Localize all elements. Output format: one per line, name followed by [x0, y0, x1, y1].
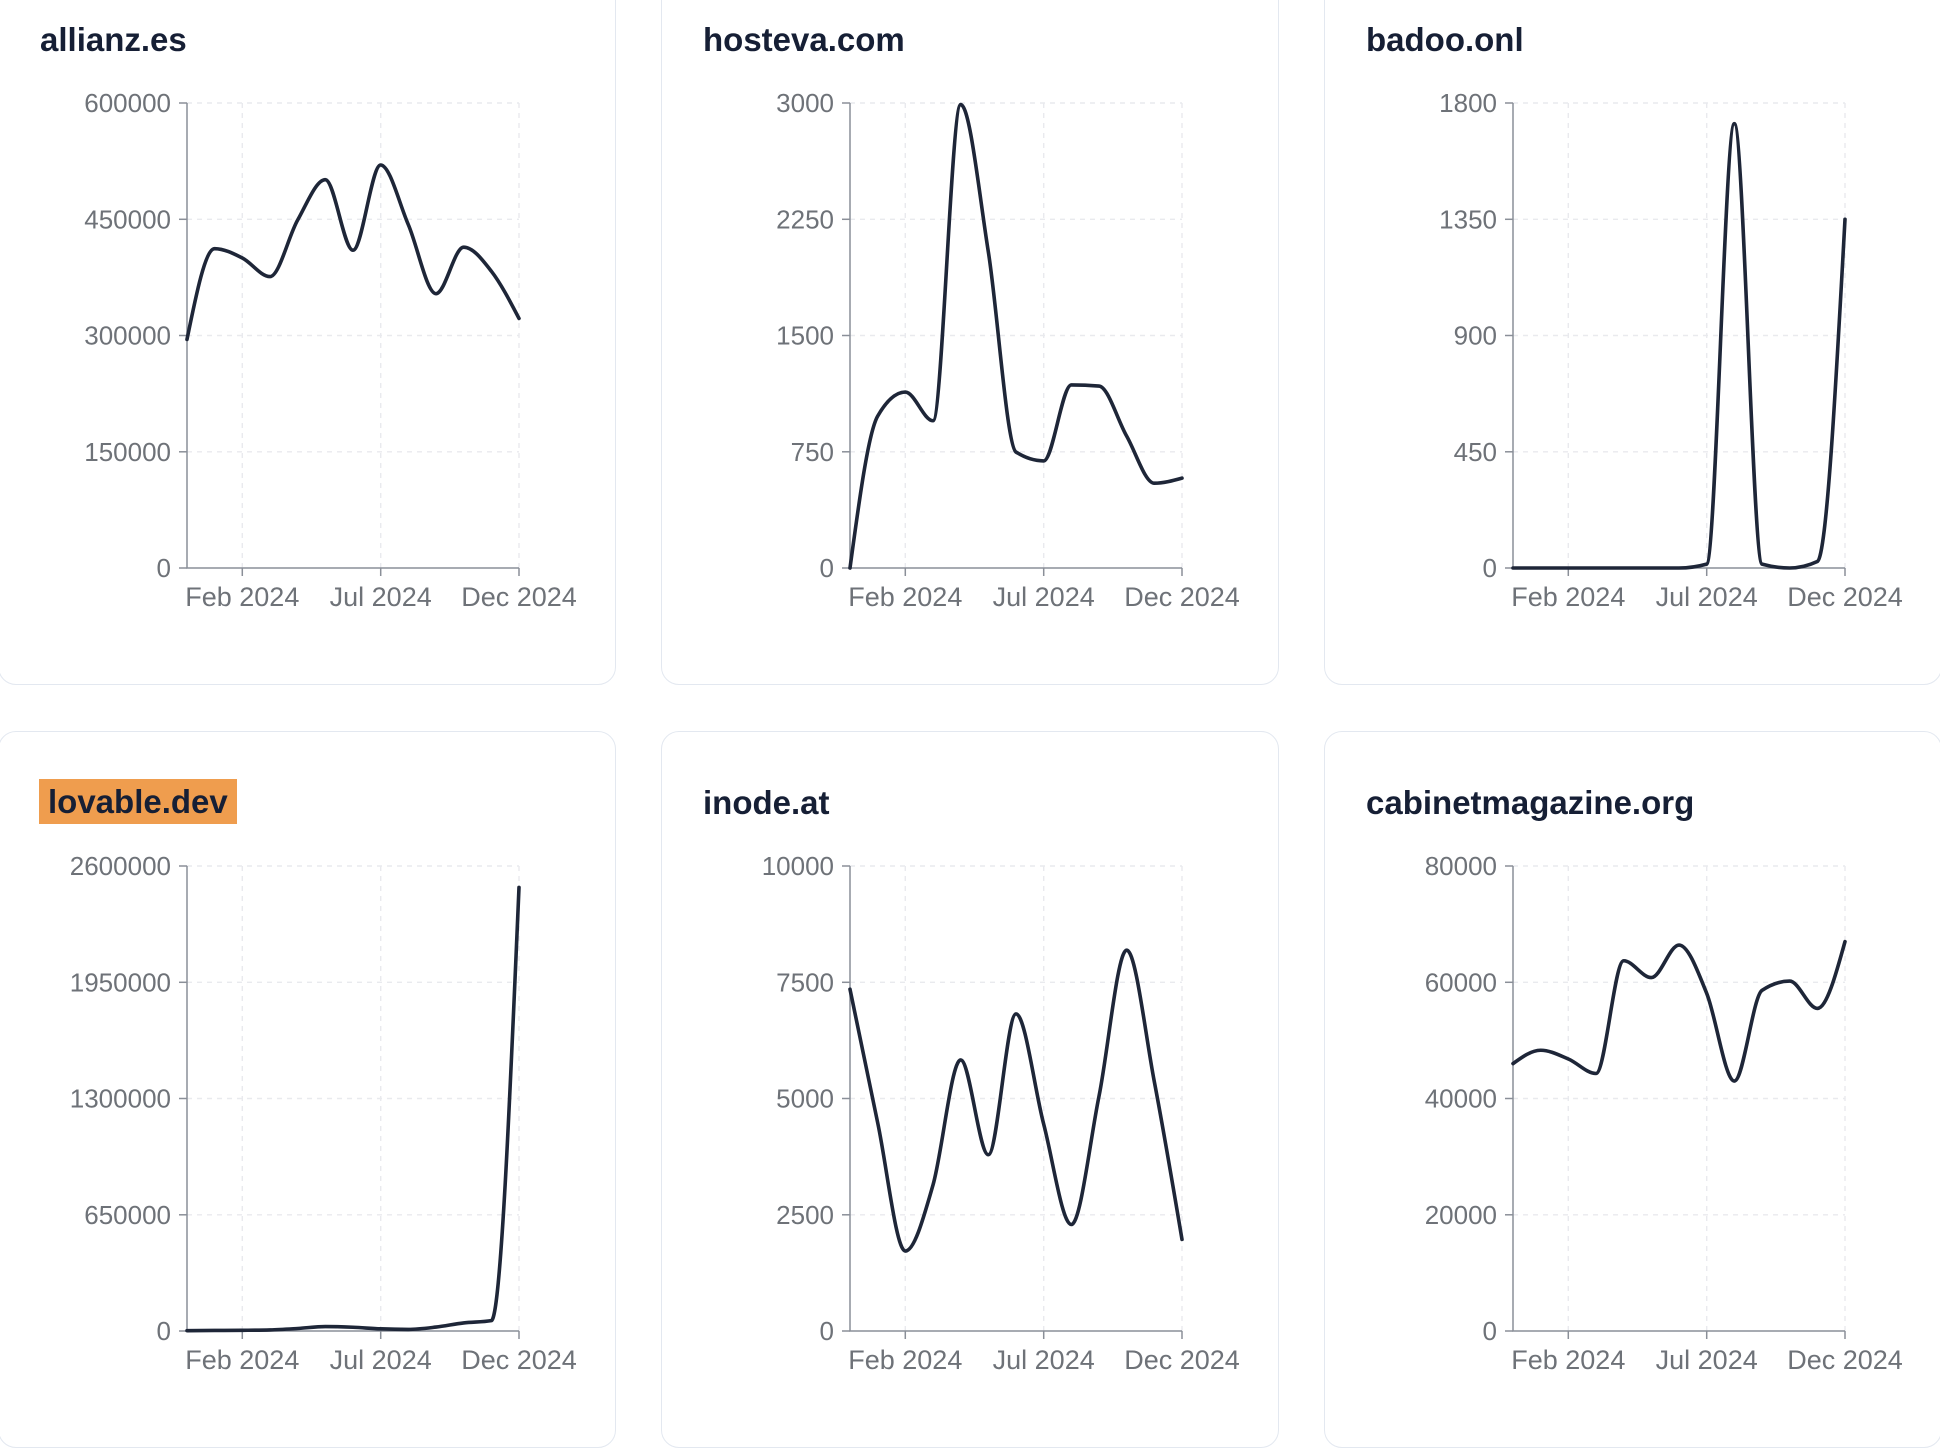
svg-text:Jul 2024: Jul 2024: [993, 1345, 1095, 1375]
svg-text:0: 0: [820, 1316, 834, 1346]
traffic-line-chart: 0 750 1500 2250 3000 Feb 2024 Jul 2024 Dec 2024: [662, 0, 1278, 684]
svg-text:150000: 150000: [84, 437, 171, 467]
domain-card[interactable]: badoo.onl 0 450 900 1350 1800 Feb 2024 Jul 202…: [1324, 0, 1940, 685]
traffic-line-chart: 0 450 900 1350 1800 Feb 2024 Jul 2024 Dec 2024: [1325, 0, 1940, 684]
svg-text:Dec 2024: Dec 2024: [1124, 582, 1240, 612]
svg-text:450000: 450000: [84, 204, 171, 234]
svg-text:2500: 2500: [776, 1200, 834, 1230]
svg-text:1950000: 1950000: [70, 967, 171, 997]
svg-text:80000: 80000: [1425, 851, 1497, 881]
svg-text:Feb 2024: Feb 2024: [185, 1345, 299, 1375]
traffic-line-chart: 0 20000 40000 60000 80000 Feb 2024 Jul 2024 Dec…: [1325, 732, 1940, 1447]
traffic-line-chart: 0 150000 300000 450000 600000 Feb 2024 Jul 202…: [0, 0, 615, 684]
domain-card[interactable]: allianz.es 0 150000 300000 450000 600000 Feb …: [0, 0, 616, 685]
svg-text:2250: 2250: [776, 204, 834, 234]
svg-text:3000: 3000: [776, 88, 834, 118]
domain-title: badoo.onl: [1366, 21, 1524, 58]
svg-text:Feb 2024: Feb 2024: [848, 582, 962, 612]
svg-text:0: 0: [1483, 1316, 1497, 1346]
svg-text:0: 0: [1483, 553, 1497, 583]
svg-text:600000: 600000: [84, 88, 171, 118]
svg-text:1350: 1350: [1439, 204, 1497, 234]
svg-text:Jul 2024: Jul 2024: [330, 1345, 432, 1375]
traffic-line-chart: 0 2500 5000 7500 10000 Feb 2024 Jul 2024 Dec 20…: [662, 732, 1278, 1447]
domain-card[interactable]: hosteva.com 0 750 1500 2250 3000 Feb 2024 Jul …: [661, 0, 1279, 685]
svg-text:1800: 1800: [1439, 88, 1497, 118]
svg-text:300000: 300000: [84, 321, 171, 351]
traffic-line-chart: 0 650000 1300000 1950000 2600000 Feb 2024 Jul …: [0, 732, 615, 1447]
svg-text:0: 0: [820, 553, 834, 583]
svg-text:0: 0: [157, 553, 171, 583]
svg-text:Dec 2024: Dec 2024: [1787, 582, 1903, 612]
svg-text:Feb 2024: Feb 2024: [1511, 1345, 1625, 1375]
svg-text:450: 450: [1454, 437, 1497, 467]
svg-text:0: 0: [157, 1316, 171, 1346]
svg-text:10000: 10000: [762, 851, 834, 881]
domain-title: cabinetmagazine.org: [1366, 784, 1695, 821]
svg-text:Dec 2024: Dec 2024: [1124, 1345, 1240, 1375]
svg-text:Dec 2024: Dec 2024: [461, 582, 577, 612]
svg-text:Feb 2024: Feb 2024: [1511, 582, 1625, 612]
domain-card[interactable]: inode.at 0 2500 5000 7500 10000 Feb 2024 Jul 2…: [661, 731, 1279, 1448]
svg-text:Jul 2024: Jul 2024: [993, 582, 1095, 612]
svg-text:1300000: 1300000: [70, 1084, 171, 1114]
domain-title: hosteva.com: [703, 21, 905, 58]
svg-text:40000: 40000: [1425, 1084, 1497, 1114]
svg-text:1500: 1500: [776, 321, 834, 351]
svg-text:650000: 650000: [84, 1200, 171, 1230]
svg-text:Jul 2024: Jul 2024: [1656, 1345, 1758, 1375]
domain-title: inode.at: [703, 784, 830, 821]
svg-text:20000: 20000: [1425, 1200, 1497, 1230]
domain-card[interactable]: lovable.dev 0 650000 1300000 1950000 2600000…: [0, 731, 616, 1448]
svg-text:Dec 2024: Dec 2024: [461, 1345, 577, 1375]
domain-title: allianz.es: [40, 21, 187, 58]
domain-title-highlighted: lovable.dev: [39, 779, 237, 825]
svg-text:7500: 7500: [776, 967, 834, 997]
svg-text:750: 750: [791, 437, 834, 467]
svg-text:2600000: 2600000: [70, 851, 171, 881]
svg-text:Feb 2024: Feb 2024: [185, 582, 299, 612]
domain-card[interactable]: cabinetmagazine.org 0 20000 40000 60000 8000…: [1324, 731, 1940, 1448]
svg-text:Dec 2024: Dec 2024: [1787, 1345, 1903, 1375]
svg-text:Jul 2024: Jul 2024: [330, 582, 432, 612]
svg-text:Jul 2024: Jul 2024: [1656, 582, 1758, 612]
svg-text:5000: 5000: [776, 1084, 834, 1114]
svg-text:900: 900: [1454, 321, 1497, 351]
svg-text:60000: 60000: [1425, 967, 1497, 997]
svg-text:Feb 2024: Feb 2024: [848, 1345, 962, 1375]
